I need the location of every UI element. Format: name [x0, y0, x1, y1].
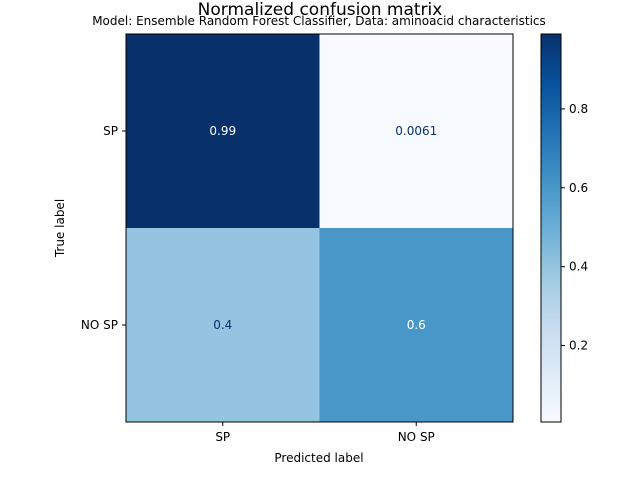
- y-tick-label: SP: [103, 124, 118, 138]
- matrix-cell-1-1: [319, 228, 513, 422]
- colorbar-tick-label: 0.4: [569, 260, 588, 274]
- colorbar-tick-label: 0.8: [569, 102, 588, 116]
- colorbar: [540, 33, 562, 423]
- matrix-cell-1-0: [126, 228, 320, 422]
- y-axis-ticks: SP NO SP: [81, 124, 126, 332]
- x-axis-label: Predicted label: [274, 451, 363, 465]
- colorbar-tick-label: 0.6: [569, 181, 588, 195]
- plot-frame: [125, 33, 514, 423]
- y-axis-label: True label: [53, 199, 67, 258]
- colorbar-ticks: 0.2 0.4 0.6 0.8: [561, 102, 588, 353]
- colorbar-tick-label: 0.2: [569, 339, 588, 353]
- matrix-cells: 0.99 0.0061 0.4 0.6: [126, 34, 513, 422]
- cell-value-label: 0.0061: [395, 124, 437, 138]
- x-tick-label: SP: [215, 430, 230, 444]
- x-tick-label: NO SP: [398, 430, 435, 444]
- cell-value-label: 0.99: [209, 124, 236, 138]
- matrix-cell-0-0: [126, 34, 320, 228]
- chart-title: Normalized confusion matrix: [198, 0, 443, 20]
- cell-value-label: 0.6: [407, 318, 426, 332]
- y-tick-label: NO SP: [81, 318, 118, 332]
- cell-value-label: 0.4: [213, 318, 232, 332]
- x-axis-ticks: SP NO SP: [215, 422, 435, 444]
- matrix-cell-0-1: [319, 34, 513, 228]
- chart-subtitle: Model: Ensemble Random Forest Classifier…: [92, 14, 546, 28]
